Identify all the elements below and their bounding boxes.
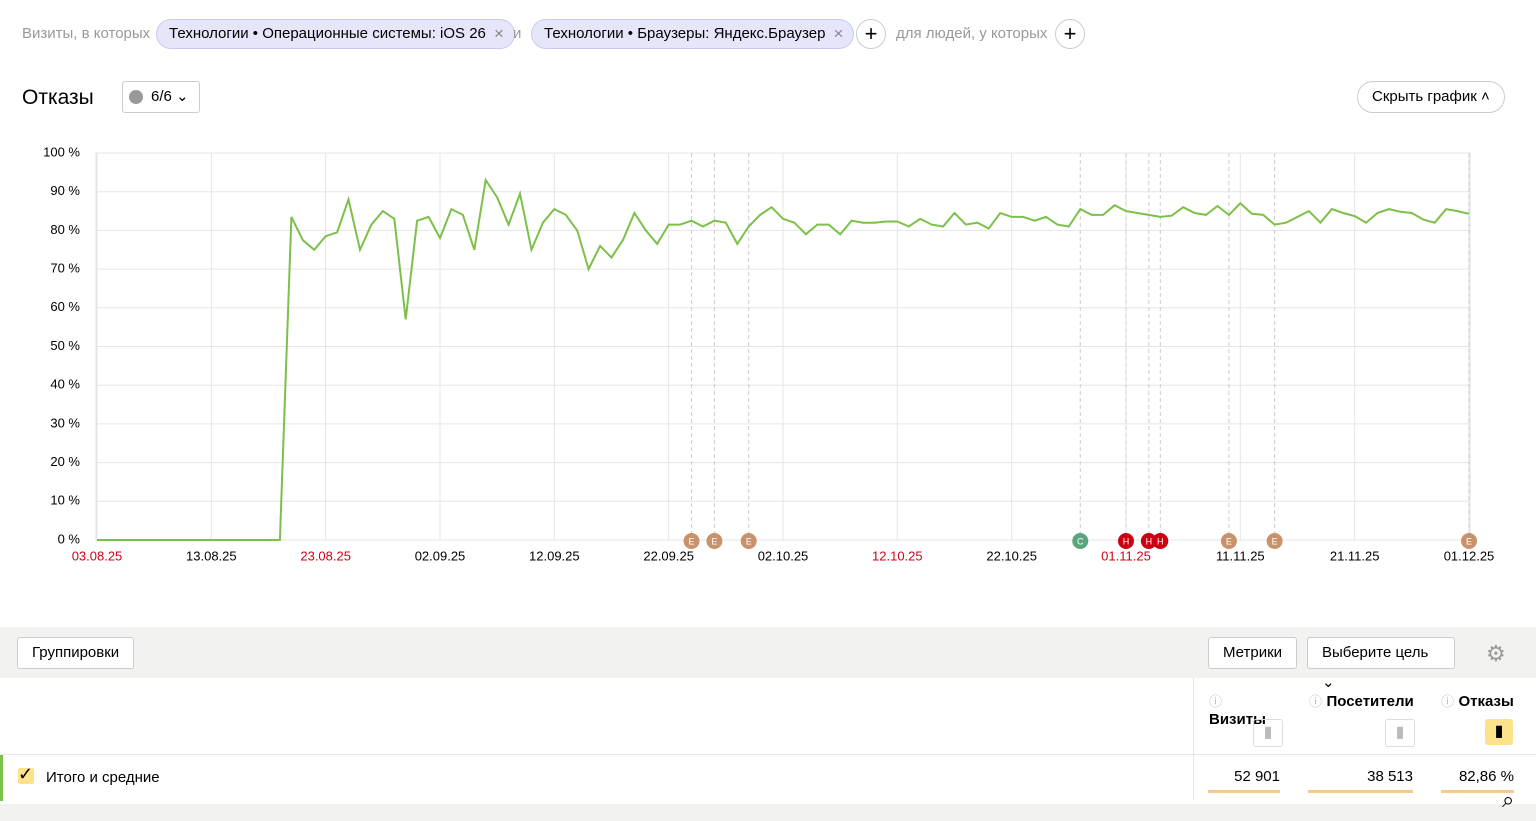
annotations-button[interactable]: 6/6 ⌄ [122, 81, 200, 113]
hide-chart-button[interactable]: Скрыть график ˄ [1357, 81, 1505, 113]
divider [1193, 678, 1194, 800]
x-tick-label: 12.10.25 [872, 548, 923, 563]
filter-joiner: и [513, 25, 522, 42]
x-tick-label: 02.09.25 [415, 548, 466, 563]
cell: 82,86 % [1458, 768, 1514, 785]
annotation-label: Н [1157, 536, 1164, 546]
x-tick-label: 23.08.25 [300, 548, 351, 563]
y-tick-label: 50 % [50, 338, 80, 353]
people-filter: для людей, у которых [896, 25, 1048, 42]
column-title: Посетители [1326, 693, 1414, 710]
column-header[interactable]: ⓘ Визиты [1209, 694, 1266, 728]
annotation-label: Е [1466, 536, 1472, 546]
filter-chip[interactable]: Технологии • Операционные системы: iOS 2… [156, 19, 515, 49]
annotation-label: Е [689, 536, 695, 546]
x-tick-label: 11.11.25 [1216, 548, 1265, 563]
annotation-marker [1266, 533, 1283, 549]
hide-chart-label: Скрыть график [1372, 88, 1477, 105]
y-tick-label: 60 % [50, 299, 80, 314]
row-divider [0, 754, 1536, 755]
add-people-filter[interactable]: + [1055, 19, 1085, 49]
goal-button[interactable]: Выберите цель ⌄ [1307, 637, 1455, 691]
data-line [97, 177, 1470, 541]
metrics-button[interactable]: Метрики [1208, 637, 1298, 669]
y-tick-label: 80 % [50, 222, 80, 237]
toolbar [0, 627, 1536, 678]
y-tick-label: 90 % [50, 183, 80, 198]
annotation-marker [740, 533, 757, 549]
cell: 38 513 [1367, 768, 1413, 785]
column-header[interactable]: ⓘ Посетители [1309, 693, 1414, 710]
annotation-label: С [1077, 536, 1084, 546]
cell: 52 901 [1234, 768, 1280, 785]
row-label: Итого и средние [46, 769, 160, 786]
x-tick-label: 02.10.25 [758, 548, 809, 563]
chart-toggle[interactable]: ▮ [1485, 719, 1513, 745]
add-filter[interactable]: + [856, 19, 886, 49]
annotation-marker [1140, 533, 1157, 549]
annotation-label: Е [746, 536, 752, 546]
annotation-marker [1118, 533, 1134, 549]
annotation-label: Е [711, 536, 717, 546]
row-marker [0, 755, 3, 801]
x-tick-label: 22.10.25 [986, 548, 1037, 563]
x-tick-label: 21.11.25 [1330, 548, 1380, 563]
x-tick-label: 03.08.25 [72, 548, 123, 563]
annotation-marker [1220, 533, 1237, 549]
y-tick-label: 20 % [50, 454, 80, 469]
groupings-button[interactable]: Группировки [17, 637, 135, 669]
y-tick-label: 40 % [50, 377, 80, 392]
column-title: Визиты [1209, 711, 1266, 728]
x-tick-label: 22.09.25 [643, 548, 694, 563]
chart-toggle[interactable]: ▮ [1385, 719, 1415, 747]
x-tick-label: 01.11.25 [1101, 548, 1151, 563]
annotation-marker [1152, 533, 1169, 549]
y-tick-label: 70 % [50, 261, 80, 276]
footer [0, 804, 1536, 821]
annotation-label: Е [1226, 536, 1232, 546]
search-icon[interactable]: ⌕ [1502, 787, 1515, 812]
column-header[interactable]: ⓘ Отказы [1441, 693, 1514, 710]
annotation-label: Н [1146, 536, 1153, 546]
y-tick-label: 10 % [50, 493, 80, 508]
cell-bar [1441, 790, 1514, 793]
y-tick-label: 0 % [58, 531, 81, 546]
annotation-marker [683, 533, 700, 549]
x-tick-label: 12.09.25 [529, 548, 580, 563]
cell-bar [1208, 790, 1280, 793]
settings-icon[interactable]: ⚙ [1486, 641, 1506, 666]
annotation-marker [1072, 533, 1089, 549]
annotation-label: Е [1272, 536, 1278, 546]
annotation-label: Н [1123, 536, 1130, 546]
cell-bar [1308, 790, 1413, 793]
chart-toggle[interactable]: ▮ [1253, 719, 1283, 747]
y-tick-label: 30 % [50, 415, 80, 430]
y-tick-label: 100 % [43, 144, 80, 159]
annotation-marker [1461, 533, 1477, 549]
row-checkbox[interactable]: ✓ [18, 764, 34, 784]
x-tick-label: 01.12.25 [1444, 548, 1495, 563]
filter-prefix: Визиты, в которых [22, 25, 151, 42]
filter-chip[interactable]: Технологии • Браузеры: Яндекс.Браузер [531, 19, 855, 49]
chart: 0 % 10 % 20 % 30 % 40 % 50 % 60 % 70 % 80 % 90 % 1… [43, 144, 1495, 563]
column-title: Отказы [1458, 693, 1514, 710]
annotation-marker [706, 533, 723, 549]
x-tick-label: 13.08.25 [186, 548, 237, 563]
annotations-count: 6/6 [151, 88, 172, 105]
chart-title: Отказы [22, 86, 94, 109]
goal-label: Выберите цель [1322, 644, 1429, 661]
